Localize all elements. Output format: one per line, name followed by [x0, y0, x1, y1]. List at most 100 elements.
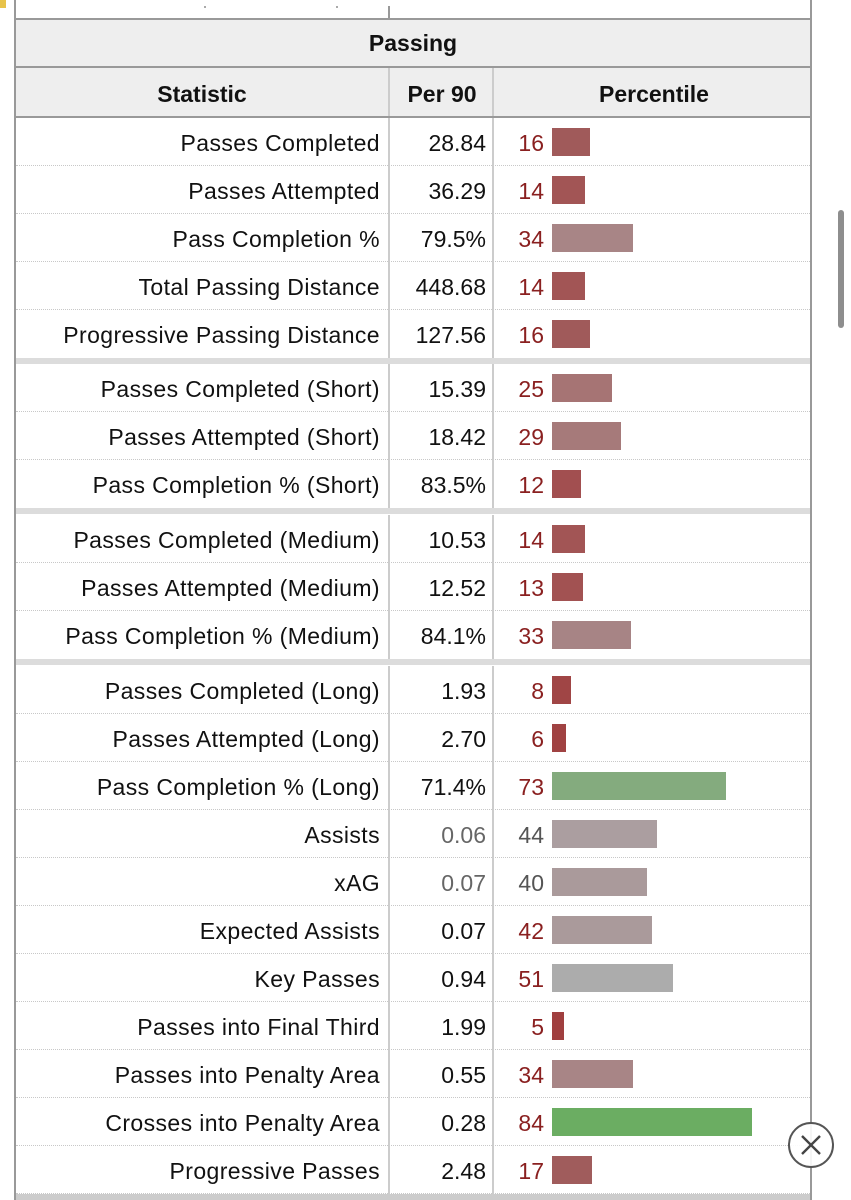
percentile-bar	[552, 525, 585, 553]
stat-name: Pass Completion %	[172, 226, 380, 252]
stat-name: xAG	[334, 870, 380, 896]
stat-name: Passes Completed	[180, 130, 380, 156]
per90-value: 0.07	[388, 858, 494, 906]
table-row: Passes into Final Third 1.99 5	[16, 1002, 810, 1050]
per90-value: 12.52	[388, 563, 494, 611]
table-row: Pass Completion % (Short) 83.5% 12	[16, 460, 810, 514]
percentile-bar	[552, 470, 581, 498]
percentile-bar	[552, 224, 633, 252]
percentile-cell: 16	[492, 310, 814, 358]
percentile-cell: 33	[492, 611, 814, 659]
percentile-value: 8	[531, 678, 544, 704]
stat-name: Expected Assists	[199, 918, 380, 944]
stat-name: Passes Attempted	[188, 178, 380, 204]
per90-value: 83.5%	[388, 460, 494, 508]
percentile-value: 14	[518, 274, 544, 300]
table-row: Expected Assists 0.07 42	[16, 906, 810, 954]
percentile-bar	[552, 820, 657, 848]
stat-name: Pass Completion % (Medium)	[65, 623, 380, 649]
per90-value: 127.56	[388, 310, 494, 358]
close-button[interactable]	[788, 1122, 834, 1168]
percentile-bar	[552, 964, 673, 992]
percentile-bar	[552, 176, 585, 204]
table-header: Statistic Per 90 Percentile	[16, 68, 810, 118]
percentile-value: 14	[518, 178, 544, 204]
vertical-scrollbar[interactable]	[838, 210, 844, 328]
percentile-value: 33	[518, 623, 544, 649]
per90-value: 36.29	[388, 166, 494, 214]
stat-name: Passes Completed (Long)	[104, 678, 380, 704]
per90-value: 0.28	[388, 1098, 494, 1146]
percentile-value: 5	[531, 1014, 544, 1040]
percentile-value: 34	[518, 226, 544, 252]
percentile-cell: 14	[492, 166, 814, 214]
per90-value: 0.94	[388, 954, 494, 1002]
header-percentile[interactable]: Percentile	[492, 68, 814, 116]
table-row: Passes Attempted (Long) 2.70 6	[16, 714, 810, 762]
per90-value: 10.53	[388, 515, 494, 563]
table-row: Passes Attempted 36.29 14	[16, 166, 810, 214]
stat-name: Passes Attempted (Medium)	[81, 575, 380, 601]
per90-value: 84.1%	[388, 611, 494, 659]
percentile-value: 6	[531, 726, 544, 752]
stat-name: Progressive Passes	[169, 1158, 380, 1184]
stat-name: Passes into Penalty Area	[114, 1062, 380, 1088]
per90-value: 28.84	[388, 118, 494, 166]
per90-value: 15.39	[388, 364, 494, 412]
table-row: Crosses into Penalty Area 0.28 84	[16, 1098, 810, 1146]
percentile-value: 12	[518, 472, 544, 498]
table-row: Passes Completed 28.84 16	[16, 118, 810, 166]
close-icon	[801, 1135, 821, 1155]
per90-value: 0.07	[388, 906, 494, 954]
percentile-bar	[552, 422, 621, 450]
table-row: Total Passing Distance 448.68 14	[16, 262, 810, 310]
per90-value: 0.06	[388, 810, 494, 858]
percentile-bar	[552, 1012, 564, 1040]
stat-name: Passes Completed (Medium)	[73, 527, 380, 553]
header-per90[interactable]: Per 90	[388, 68, 494, 116]
percentile-value: 73	[518, 774, 544, 800]
table-row: Passes Attempted (Medium) 12.52 13	[16, 563, 810, 611]
stat-name: Assists	[304, 822, 380, 848]
table-row: Key Passes 0.94 51	[16, 954, 810, 1002]
percentile-cell: 5	[492, 1002, 814, 1050]
percentile-cell: 6	[492, 714, 814, 762]
percentile-value: 16	[518, 130, 544, 156]
header-statistic[interactable]: Statistic	[157, 81, 247, 107]
percentile-value: 34	[518, 1062, 544, 1088]
stat-name: Passes Completed (Short)	[100, 376, 380, 402]
percentile-bar	[552, 621, 631, 649]
percentile-cell: 42	[492, 906, 814, 954]
percentile-cell: 12	[492, 460, 814, 508]
percentile-bar	[552, 320, 590, 348]
percentile-cell: 34	[492, 1050, 814, 1098]
table-row: Progressive Passing Distance 127.56 16	[16, 310, 810, 364]
percentile-bar	[552, 676, 571, 704]
percentile-value: 29	[518, 424, 544, 450]
percentile-bar	[552, 1156, 592, 1184]
stat-name: Crosses into Penalty Area	[105, 1110, 380, 1136]
percentile-bar	[552, 916, 652, 944]
percentile-value: 51	[518, 966, 544, 992]
percentile-cell: 14	[492, 262, 814, 310]
percentile-bar	[552, 772, 726, 800]
previous-table-edge	[16, 0, 810, 20]
percentile-cell: 8	[492, 666, 814, 714]
table-row: Passes Completed (Short) 15.39 25	[16, 364, 810, 412]
stat-name: Passes into Final Third	[137, 1014, 380, 1040]
percentile-cell: 73	[492, 762, 814, 810]
per90-value: 0.55	[388, 1050, 494, 1098]
percentile-value: 16	[518, 322, 544, 348]
percentile-cell: 51	[492, 954, 814, 1002]
percentile-cell: 14	[492, 515, 814, 563]
percentile-bar	[552, 1108, 752, 1136]
table-row: Pass Completion % 79.5% 34	[16, 214, 810, 262]
table-row: Pass Completion % (Long) 71.4% 73	[16, 762, 810, 810]
percentile-cell: 84	[492, 1098, 814, 1146]
percentile-bar	[552, 724, 566, 752]
table-row: Progressive Passes 2.48 17	[16, 1146, 810, 1194]
table-row: Pass Completion % (Medium) 84.1% 33	[16, 611, 810, 665]
per90-value: 2.48	[388, 1146, 494, 1194]
percentile-cell: 16	[492, 118, 814, 166]
percentile-bar	[552, 1060, 633, 1088]
